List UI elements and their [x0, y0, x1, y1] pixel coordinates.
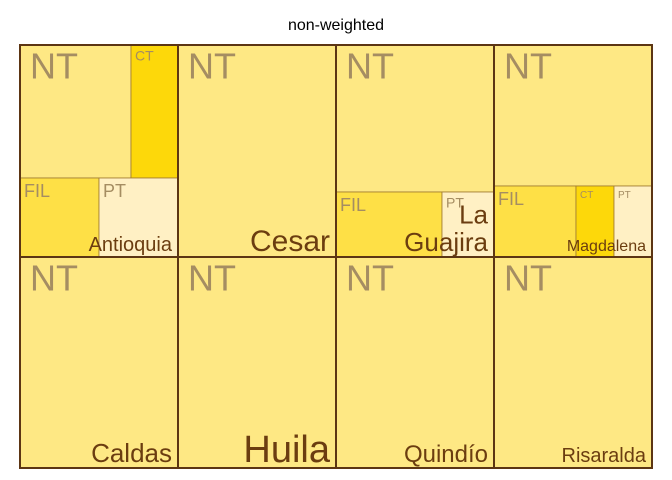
tile-quindio-nt [335, 256, 495, 469]
subgroup-label-la-guajira-nt: NT [346, 46, 394, 87]
tile-magdalena-pt [613, 185, 653, 258]
subgroup-label-caldas-nt: NT [30, 258, 78, 299]
group-label-magdalena: Magdalena [567, 238, 646, 255]
group-border-risaralda [493, 256, 653, 469]
subgroup-label-quindio-nt: NT [346, 258, 394, 299]
subgroup-label-magdalena-pt: PT [618, 190, 631, 201]
tile-magdalena-nt [493, 44, 653, 187]
subgroup-label-magdalena-fil: FIL [498, 189, 524, 209]
tile-magdalena-fil [493, 185, 577, 258]
subgroup-label-antioquia-pt: PT [103, 181, 126, 201]
tile-risaralda-nt [493, 256, 653, 469]
subgroup-label-antioquia-nt: NT [30, 46, 78, 87]
subgroup-label-risaralda-nt: NT [504, 258, 552, 299]
group-label-antioquia: Antioquia [89, 234, 173, 256]
subgroup-label-la-guajira-pt: PT [446, 194, 464, 210]
group-label-caldas: Caldas [91, 438, 172, 468]
tile-antioquia-ct [130, 44, 179, 179]
group-label-cesar: Cesar [250, 225, 330, 258]
tile-la-guajira-pt [441, 191, 495, 258]
tile-cesar-nt [177, 44, 337, 258]
subgroup-label-magdalena-ct: CT [580, 190, 593, 201]
subgroup-label-antioquia-ct: CT [135, 47, 154, 63]
subgroup-label-la-guajira-fil: FIL [340, 195, 366, 215]
subgroup-label-huila-nt: NT [188, 258, 236, 299]
subgroup-label-magdalena-nt: NT [504, 46, 552, 87]
subgroup-label-cesar-nt: NT [188, 46, 236, 87]
subgroup-label-antioquia-fil: FIL [24, 181, 50, 201]
chart-title: non-weighted [287, 17, 385, 34]
group-label-huila: Huila [243, 429, 330, 471]
group-label-la-guajira-line2: Guajira [404, 227, 488, 257]
group-label-risaralda: Risaralda [562, 445, 647, 467]
group-label-la-guajira-line1: La [459, 200, 488, 230]
tile-la-guajira-nt [335, 44, 495, 193]
group-label-quindio: Quindío [404, 441, 488, 468]
tile-huila-nt [177, 256, 337, 469]
